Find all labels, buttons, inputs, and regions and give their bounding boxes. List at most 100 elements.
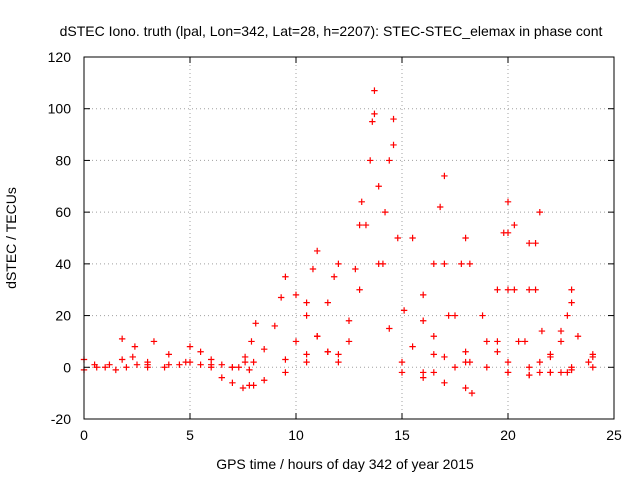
data-point [386,325,393,332]
data-point [133,361,141,368]
data-point [504,229,512,237]
series-11 [303,260,342,358]
series-12 [292,291,342,366]
y-tick-label: 60 [55,204,71,220]
data-point [123,364,130,371]
data-point [367,157,374,164]
data-point [390,141,397,149]
data-point [271,322,278,330]
data-point [309,265,317,273]
y-tick-label: 80 [55,152,71,168]
data-point [93,364,100,371]
x-axis-label: GPS time / hours of day 342 of year 2015 [216,456,474,472]
data-point [557,327,565,335]
series-10 [282,247,321,363]
data-point [352,265,359,273]
data-point [394,234,401,242]
data-point [375,183,382,190]
data-point [371,87,378,94]
data-point [369,118,376,125]
data-point [557,369,565,376]
data-point [362,221,370,229]
y-tick-label: 40 [55,256,71,272]
data-point [282,369,289,376]
data-point [261,377,268,384]
series-7 [235,320,259,371]
data-point [494,286,501,293]
series-5 [186,343,249,371]
data-point [261,345,268,353]
series-24 [483,198,512,345]
series-16 [375,115,397,268]
data-point [451,312,459,319]
data-point [186,358,194,366]
series-3 [150,338,215,371]
data-point [483,364,490,371]
series-15 [371,110,427,376]
grid [84,57,614,419]
data-point [398,369,406,376]
series-17 [390,141,437,376]
data-point [589,351,596,358]
data-point [314,333,321,340]
data-point [345,338,353,345]
data-point [371,110,378,118]
data-point [218,374,225,381]
data-point [462,348,469,355]
data-point [131,343,139,350]
data-point [398,358,406,366]
data-point [445,312,452,319]
data-point [521,338,529,345]
data-point [430,333,437,340]
data-point [526,239,533,247]
data-point [165,361,172,368]
data-point [400,307,408,314]
series-6 [218,374,257,392]
series-29 [536,299,596,376]
data-point [303,358,310,366]
data-point [430,369,437,376]
data-point [526,371,533,379]
data-point [420,291,427,299]
data-point [574,333,582,340]
chart-title: dSTEC Iono. truth (lpal, Lon=342, Lat=28… [60,23,603,39]
data-point [441,172,448,180]
data-point [250,358,257,366]
data-point [314,247,321,255]
data-point [118,335,126,343]
data-point [441,379,448,386]
data-point [324,299,331,306]
data-point [144,364,151,371]
data-point [430,260,437,268]
series-18 [409,234,459,371]
data-point [229,379,236,386]
series-28 [526,239,571,376]
data-point [335,260,342,268]
data-point [564,369,571,376]
data-point [246,382,253,389]
data-point [536,358,543,366]
data-point [436,203,444,211]
series-19 [420,172,448,324]
data-point [483,338,490,345]
data-point [176,361,183,368]
data-point [356,286,363,293]
data-point [585,358,592,366]
series-21 [430,234,469,358]
data-point [390,115,397,123]
ticks [83,56,615,420]
data-point [106,361,113,368]
data-point [532,286,539,293]
series-0 [80,356,151,374]
data-point [235,364,242,371]
data-point [375,260,382,268]
data-point [118,356,126,363]
data-point [589,364,596,371]
data-point [430,351,437,358]
series-4 [144,358,253,374]
data-point [358,198,365,205]
data-point [282,273,289,280]
data-point [252,320,259,327]
data-point [282,356,289,363]
series-32 [504,351,596,379]
